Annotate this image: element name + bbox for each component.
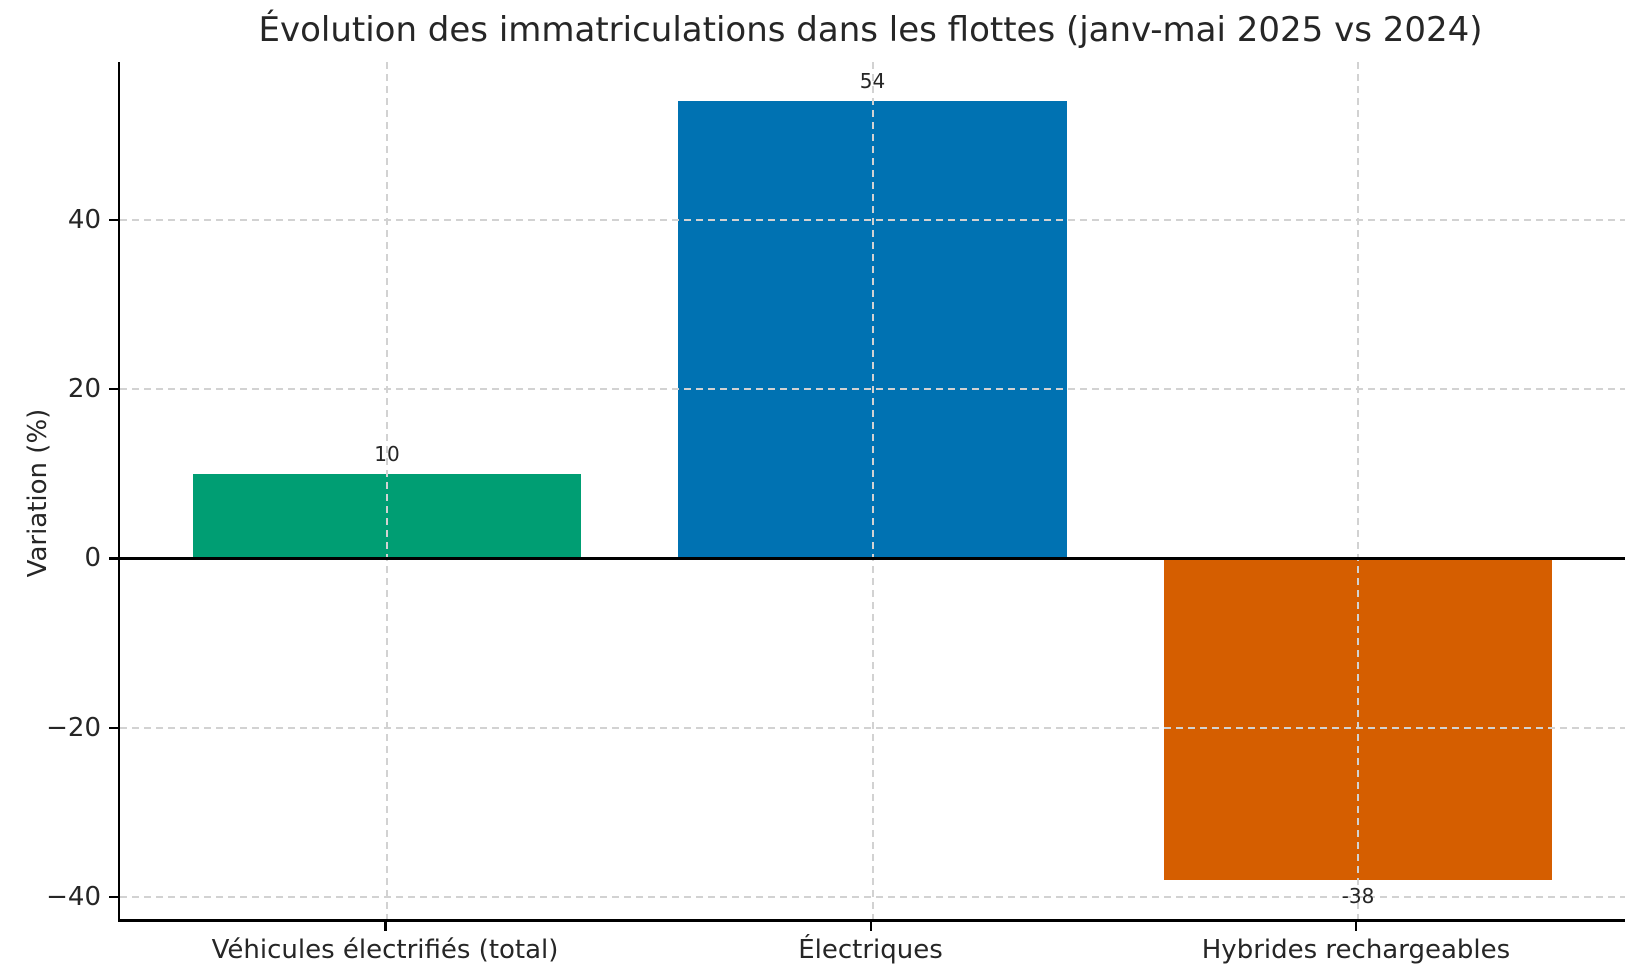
bar-value-label: 54 xyxy=(859,68,886,93)
y-tick-label: 20 xyxy=(67,373,101,404)
bar-value-label: -38 xyxy=(1341,884,1375,909)
chart-title: Évolution des immatriculations dans les … xyxy=(258,10,1483,50)
plot-area: 10 54 -38 xyxy=(118,62,1625,922)
y-tick-mark xyxy=(109,726,118,730)
y-tick-mark xyxy=(109,895,118,899)
x-tick-label: Hybrides rechargeables xyxy=(1201,935,1511,965)
x-tick-mark xyxy=(384,922,387,931)
zero-baseline xyxy=(120,556,1625,560)
vertical-gridline xyxy=(1356,62,1359,919)
y-tick-label: −40 xyxy=(46,881,101,912)
y-tick-label: −20 xyxy=(46,712,101,743)
y-tick-mark xyxy=(109,218,118,221)
x-tick-label: Véhicules électrifiés (total) xyxy=(211,935,559,965)
x-tick-mark xyxy=(869,922,872,931)
y-tick-label: 0 xyxy=(84,543,101,574)
vertical-gridline xyxy=(871,62,874,919)
y-tick-label: 40 xyxy=(67,204,101,235)
vertical-gridline xyxy=(386,62,389,919)
y-tick-mark xyxy=(109,557,118,560)
bar-value-label: 10 xyxy=(374,441,400,466)
x-tick-mark xyxy=(1354,922,1358,931)
y-tick-mark xyxy=(109,387,118,391)
x-tick-label: Électriques xyxy=(798,935,943,965)
